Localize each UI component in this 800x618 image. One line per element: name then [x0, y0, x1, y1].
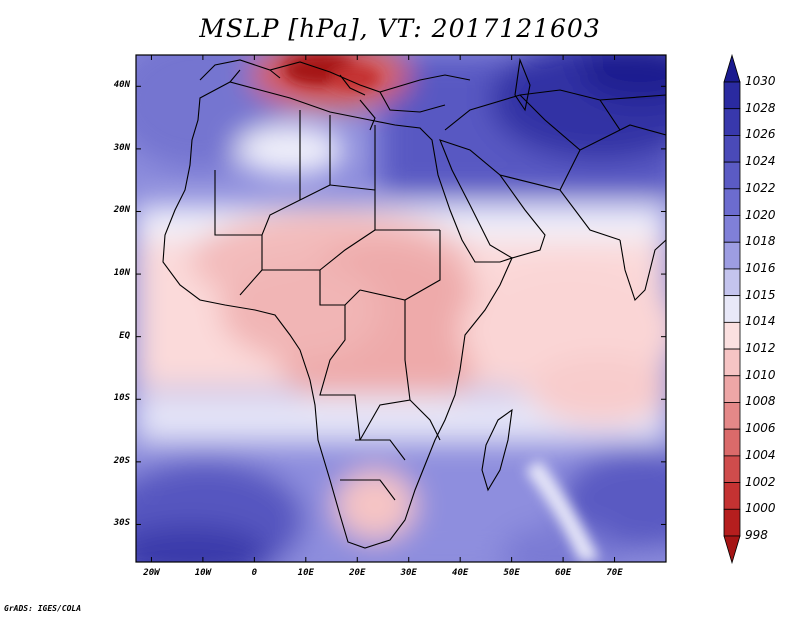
pressure-field [136, 55, 666, 562]
y-tick-label: 30S [113, 518, 130, 529]
x-tick-label: 0 [251, 568, 258, 578]
x-tick-label: 40E [452, 568, 469, 578]
colorbar-cell [723, 508, 741, 537]
colorbar-cell [723, 375, 741, 403]
colorbar-cell [723, 135, 741, 163]
colorbar-cell [723, 482, 741, 510]
y-tick-label: 40N [113, 80, 130, 91]
colorbar-cell [723, 402, 741, 430]
y-tick-label: 20S [113, 455, 130, 466]
colorbar-cell [723, 428, 741, 457]
colorbar-label: 1018 [745, 234, 776, 249]
x-tick-label: 60E [554, 568, 572, 578]
colorbar-label: 1022 [745, 180, 776, 195]
x-tick-label: 10W [194, 568, 212, 578]
y-tick-label: 30N [113, 142, 130, 153]
colorbar-label: 1015 [745, 287, 776, 302]
colorbar-bottom-arrow [723, 535, 741, 565]
credit-text: GrADS: IGES/COLA [4, 604, 82, 613]
y-tick-label: 10N [113, 268, 130, 279]
x-tick-label: 20E [349, 568, 366, 578]
colorbar-cell [723, 348, 741, 377]
colorbar-label: 1016 [745, 260, 776, 275]
colorbar-label: 1008 [745, 394, 776, 409]
x-tick-label: 10E [297, 568, 314, 578]
colorbar-label: 1000 [745, 501, 776, 516]
colorbar-label: 1010 [745, 367, 776, 382]
y-tick-label: 20N [113, 205, 130, 216]
y-tick-label: EQ [119, 330, 130, 341]
colorbar-label: 1014 [745, 314, 776, 329]
plot-frame [135, 54, 667, 563]
colorbar-label: 1002 [745, 474, 776, 489]
x-axis-ticks [150, 55, 616, 562]
colorbar-label: 1012 [745, 341, 776, 356]
map-title: MSLP [hPa], VT: 2017121603 [199, 14, 601, 43]
colorbar-label: 1006 [745, 421, 776, 436]
colorbar-label: 998 [745, 528, 768, 542]
colorbar-cell [723, 268, 741, 297]
colorbar-label: 1020 [745, 207, 776, 222]
colorbar-label: 1004 [745, 447, 776, 462]
colorbar-cell [723, 215, 741, 243]
colorbar-label: 1024 [745, 154, 776, 169]
colorbar-cell [723, 321, 741, 350]
colorbar-label: 1030 [745, 74, 776, 88]
colorbar-cell [723, 108, 741, 136]
colorbar-cell [723, 81, 741, 110]
coastlines [162, 57, 666, 549]
x-tick-label: 50E [503, 568, 520, 578]
colorbar-cell [723, 188, 741, 216]
x-tick-label: 70E [606, 568, 623, 578]
x-tick-label: 30E [400, 568, 417, 578]
colorbar-cell [723, 241, 741, 270]
x-tick-label: 20W [143, 568, 160, 578]
colorbar [723, 53, 741, 565]
colorbar-label: 1026 [745, 127, 776, 142]
y-axis-ticks [136, 85, 666, 525]
colorbar-top-arrow [723, 53, 741, 83]
colorbar-cell [723, 455, 741, 483]
colorbar-label: 1028 [745, 100, 776, 115]
colorbar-cell [723, 161, 741, 190]
y-tick-label: 10S [113, 393, 130, 404]
colorbar-cell [723, 295, 741, 323]
